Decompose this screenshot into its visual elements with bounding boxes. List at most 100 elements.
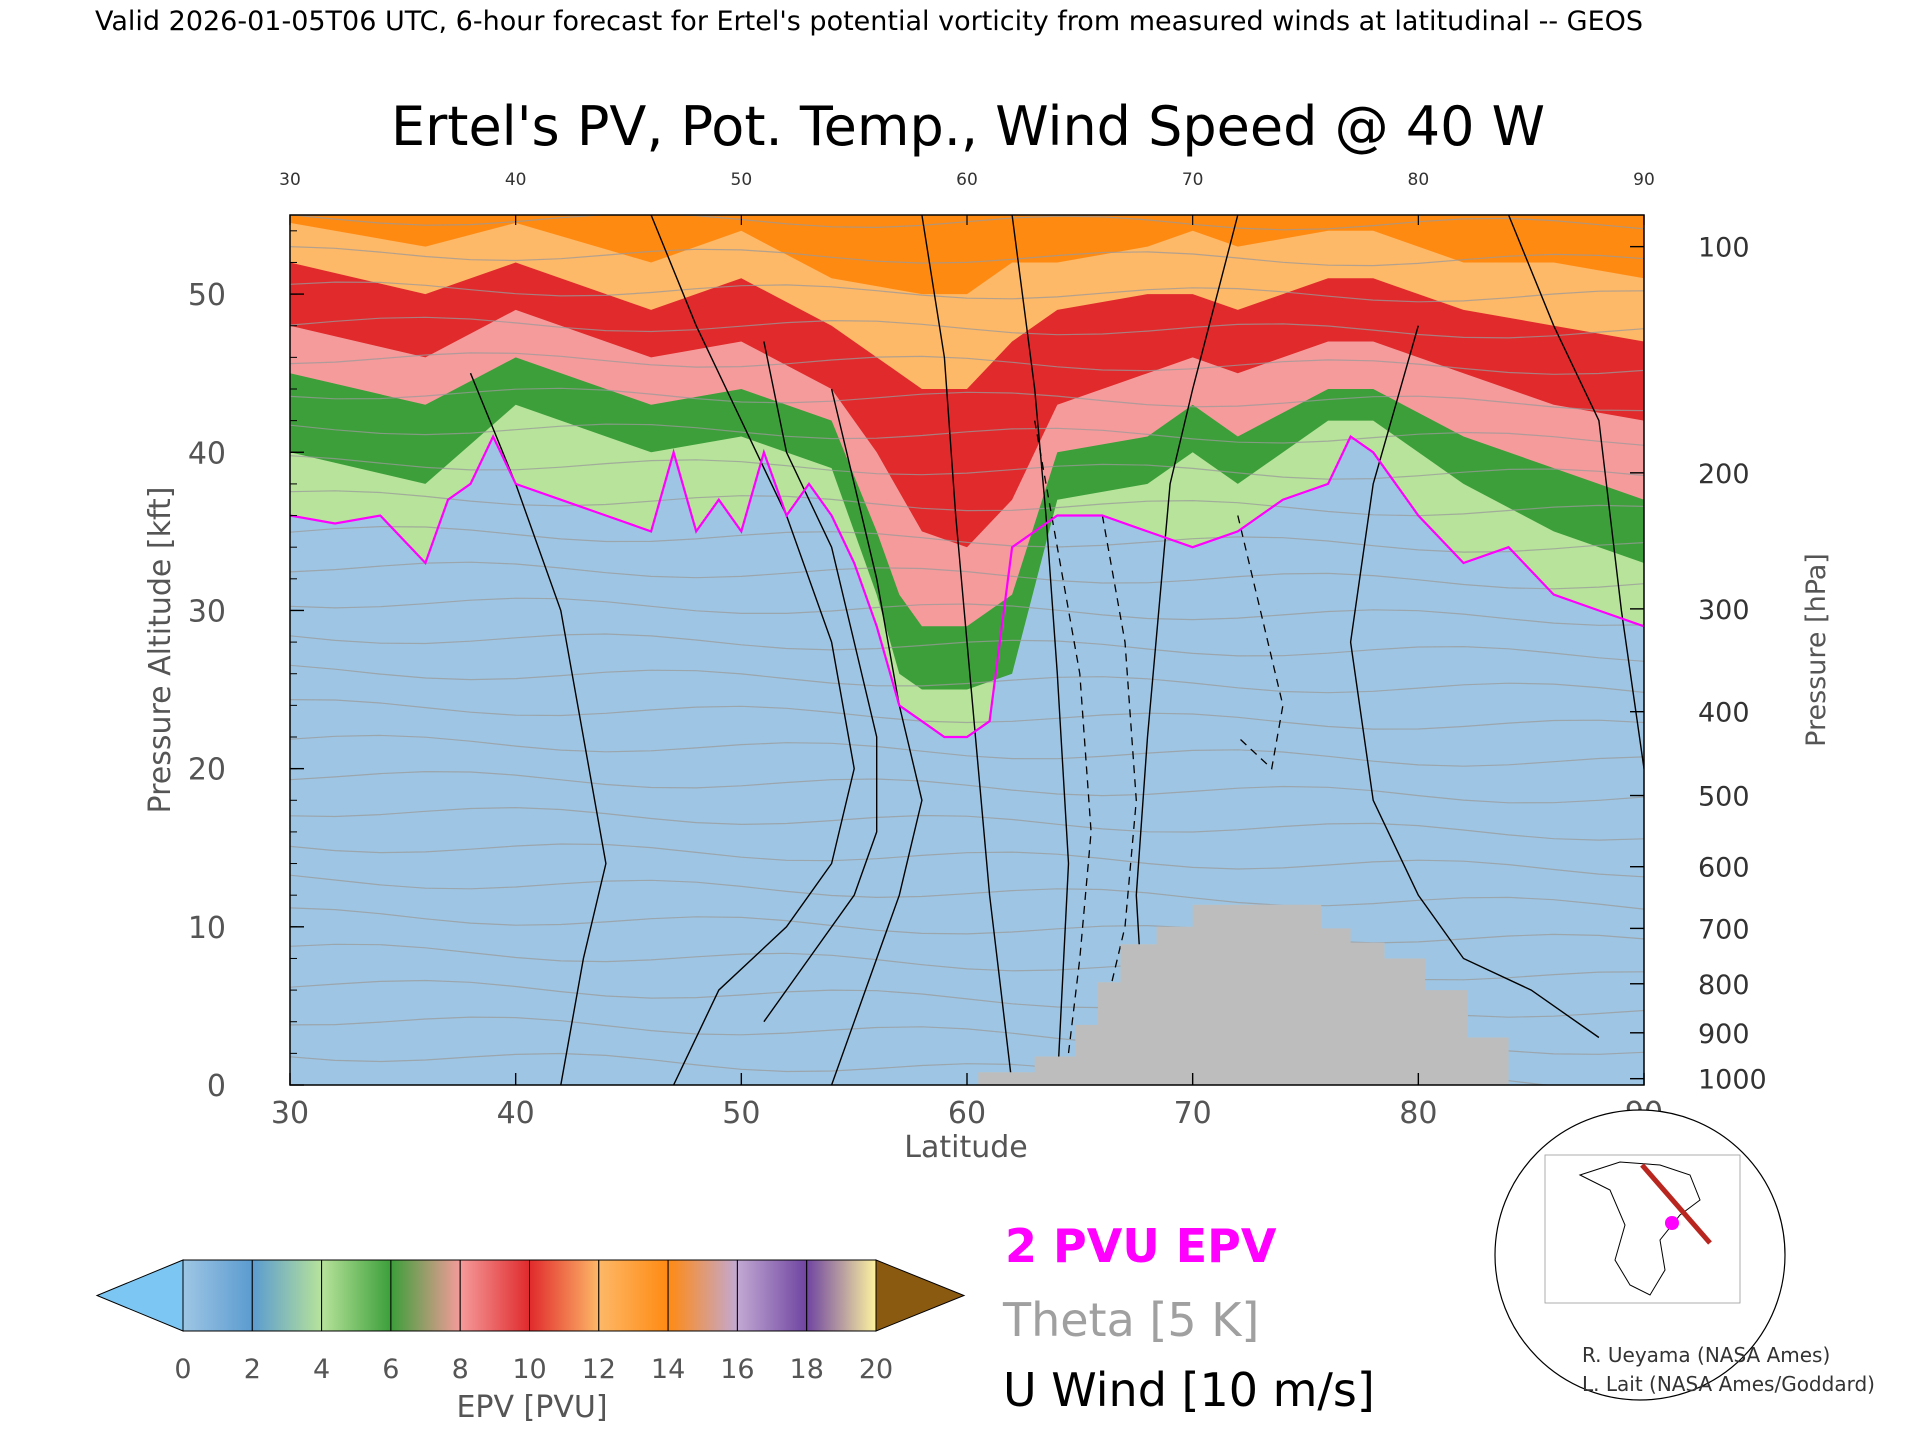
- colorbar-segment: [806, 1259, 877, 1332]
- map-frame: [1544, 1154, 1741, 1304]
- colorbar-segment: [390, 1259, 461, 1332]
- y-axis-label: Pressure Altitude [kft]: [143, 487, 178, 814]
- colorbar-tick-label: 8: [452, 1354, 469, 1385]
- pressure-tick-label: 900: [1698, 1019, 1750, 1050]
- colorbar-segment: [667, 1259, 738, 1332]
- y-tick-label: 40: [188, 436, 226, 471]
- map-location-dot: [1665, 1216, 1679, 1230]
- y-tick-label: 30: [188, 594, 226, 629]
- u-wind-contour: [1507, 215, 1644, 769]
- theta-contour: [290, 806, 1644, 841]
- colorbar-underflow: [95, 1259, 184, 1332]
- map-section-track: [1640, 1163, 1712, 1245]
- colorbar-tick-label: 12: [582, 1354, 616, 1385]
- top-x-tick-label: 60: [956, 170, 978, 190]
- colorbar-tick-label: 18: [790, 1354, 824, 1385]
- colorbar-tick-label: 16: [720, 1354, 754, 1385]
- u-wind-contour: [1011, 215, 1070, 1085]
- location-map: [1494, 1109, 1786, 1401]
- u-wind-contour: [830, 388, 923, 1085]
- u-wind-contour: [1135, 215, 1239, 1085]
- pressure-tick-label: 300: [1698, 595, 1750, 626]
- tropopause-2pvu-line: [290, 433, 1644, 739]
- colorbar-segment: [598, 1259, 669, 1332]
- y-tick-label: 50: [188, 278, 226, 313]
- theta-contour: [290, 423, 1644, 446]
- legend-theta: Theta [5 K]: [1002, 1293, 1259, 1347]
- top-x-tick-label: 30: [279, 170, 301, 190]
- pressure-tick-label: 200: [1698, 459, 1750, 490]
- theta-contour: [290, 525, 1644, 553]
- colorbar: 0 2 4 6 8 10 12 14 16 18 20: [95, 1259, 966, 1385]
- epv-band-10: [290, 215, 1644, 389]
- y-tick-label: 0: [207, 1069, 226, 1104]
- theta-contour: [290, 281, 1644, 303]
- top-x-tick-label: 90: [1633, 170, 1655, 190]
- theta-contour: [290, 246, 1644, 267]
- colorbar-tick-label: 2: [244, 1354, 261, 1385]
- credit-line-1: R. Ueyama (NASA Ames): [1582, 1343, 1830, 1367]
- theta-contour: [290, 874, 1644, 910]
- theta-contour: [290, 664, 1644, 694]
- u-wind-contour-negative: [1101, 515, 1137, 1022]
- pressure-tick-label: 500: [1698, 782, 1750, 813]
- u-wind-contour: [650, 215, 855, 1085]
- x-tick-label: 40: [497, 1096, 535, 1131]
- theta-contour: [290, 561, 1644, 590]
- colorbar-tick-label: 6: [382, 1354, 399, 1385]
- header-text: Valid 2026-01-05T06 UTC, 6-hour forecast…: [95, 6, 1643, 37]
- colorbar-segment: [459, 1259, 531, 1332]
- theta-contour: [290, 455, 1644, 480]
- colorbar-tick-label: 4: [313, 1354, 330, 1385]
- y-tick-label: 20: [188, 753, 226, 788]
- x-tick-label: 70: [1174, 1096, 1212, 1131]
- plot-area: [290, 215, 1644, 1085]
- colorbar-label: EPV [PVU]: [456, 1390, 607, 1425]
- colorbar-tick-label: 0: [174, 1354, 191, 1385]
- pressure-tick-label: 400: [1698, 698, 1750, 729]
- legend-2pvu: 2 PVU EPV: [1005, 1219, 1277, 1273]
- pressure-tick-label: 800: [1698, 970, 1750, 1001]
- x-axis-label: Latitude: [904, 1130, 1027, 1165]
- theta-contour: [290, 698, 1644, 730]
- y-tick-label: 10: [188, 911, 226, 946]
- theta-contour: [290, 734, 1644, 767]
- top-x-tick-label: 50: [731, 170, 753, 190]
- top-x-tick-label: 70: [1182, 170, 1204, 190]
- chart-title: Ertel's PV, Pot. Temp., Wind Speed @ 40 …: [391, 95, 1545, 158]
- legend-uwind: U Wind [10 m/s]: [1003, 1363, 1375, 1417]
- credit-line-2: L. Lait (NASA Ames/Goddard): [1582, 1372, 1875, 1396]
- terrain-mask: [978, 904, 1509, 1085]
- epv-band-12: [290, 215, 1644, 295]
- x-tick-label: 80: [1399, 1096, 1437, 1131]
- map-outline: [1494, 1109, 1786, 1401]
- theta-contour: [290, 387, 1644, 412]
- theta-contour: [290, 316, 1644, 339]
- x-tick-label: 50: [722, 1096, 760, 1131]
- theta-contour: [290, 352, 1644, 375]
- pressure-tick-label: 600: [1698, 853, 1750, 884]
- colorbar-segment: [736, 1259, 808, 1332]
- u-wind-contour: [921, 215, 1013, 1085]
- u-wind-contour-negative: [1034, 420, 1092, 1054]
- u-wind-contour: [763, 341, 878, 1023]
- pressure-tick-label: 1000: [1698, 1065, 1767, 1096]
- u-wind-contour: [1349, 325, 1600, 1039]
- colorbar-segment: [251, 1259, 323, 1332]
- pressure-tick-label: 700: [1698, 914, 1750, 945]
- x-tick-label: 30: [271, 1096, 309, 1131]
- y2-axis-label: Pressure [hPa]: [1801, 553, 1832, 747]
- colorbar-tick-label: 14: [651, 1354, 685, 1385]
- colorbar-tick-label: 20: [859, 1354, 893, 1385]
- top-x-tick-label: 80: [1408, 170, 1430, 190]
- colorbar-segment: [182, 1259, 253, 1332]
- theta-contour: [290, 843, 1644, 878]
- colorbar-segment: [529, 1259, 600, 1332]
- theta-contour: [290, 770, 1644, 804]
- pressure-tick-label: 100: [1698, 233, 1750, 264]
- theta-contour: [290, 907, 1644, 944]
- x-tick-label: 60: [948, 1096, 986, 1131]
- top-x-tick-label: 40: [505, 170, 527, 190]
- colorbar-tick-label: 10: [512, 1354, 546, 1385]
